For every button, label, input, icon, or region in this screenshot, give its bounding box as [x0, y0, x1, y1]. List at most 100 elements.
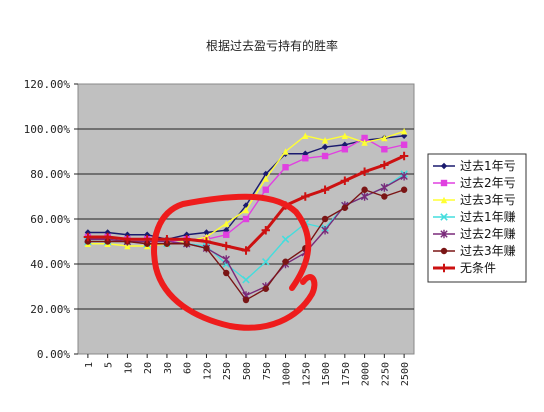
y-tick-label: 100.00%: [24, 123, 71, 136]
data-point: [262, 186, 269, 193]
data-point: [202, 237, 211, 246]
data-point: [399, 151, 409, 161]
legend-label: 过去1年赚: [460, 209, 516, 224]
data-point: [104, 238, 111, 245]
data-point: [440, 247, 448, 255]
legend-label: 过去2年亏: [460, 176, 516, 190]
data-point: [262, 175, 269, 182]
gridlines: [78, 128, 414, 310]
x-tick-label: 10: [123, 362, 134, 374]
data-point: [261, 257, 270, 266]
data-point: [182, 235, 191, 244]
data-point: [361, 186, 368, 193]
legend-item: 过去2年赚: [433, 226, 516, 241]
x-tick-label: 20: [143, 362, 154, 374]
data-point: [83, 232, 93, 242]
data-point: [203, 229, 210, 236]
legend-item: 无条件: [433, 261, 496, 275]
data-point: [381, 193, 388, 200]
data-point: [242, 206, 250, 214]
data-point: [84, 229, 92, 236]
x-tick-label: 5: [104, 362, 115, 368]
series-过去3年赚: [84, 186, 408, 304]
data-point: [142, 235, 152, 244]
data-point: [341, 204, 349, 211]
y-axis-ticks: 0.00% 20.00% 40.00% 60.00% 80.00% 100.00% 120.…: [24, 78, 78, 361]
data-point: [84, 238, 92, 245]
data-point: [400, 186, 408, 193]
data-point: [400, 128, 408, 135]
y-tick-label: 120.00%: [24, 78, 71, 91]
legend-item: 过去3年赚: [433, 243, 516, 258]
data-point: [143, 240, 151, 247]
legend-label: 过去3年赚: [460, 243, 516, 258]
data-point: [262, 285, 269, 292]
x-tick-label: 750: [262, 362, 273, 380]
data-point: [302, 132, 309, 139]
data-point: [183, 240, 190, 247]
x-axis-ticks: 1 5 10 20 30 60 120 250 500 750 1000 1250 1500 1750 20…: [84, 354, 411, 386]
data-point: [381, 146, 388, 153]
x-tick-label: 30: [163, 362, 174, 374]
data-point: [223, 220, 230, 227]
x-tick-label: 1250: [301, 362, 312, 386]
x-tick-label: 1750: [341, 362, 352, 386]
x-tick-label: 250: [222, 362, 233, 380]
data-point: [124, 231, 131, 238]
legend-label: 过去3年亏: [460, 193, 516, 207]
x-tick-label: 120: [202, 362, 213, 380]
legend-label: 过去1年亏: [460, 159, 516, 173]
data-point: [222, 255, 230, 264]
chart-title: 根据过去盈亏持有的胜率: [206, 38, 338, 53]
data-point: [440, 162, 448, 170]
x-tick-label: 500: [242, 362, 253, 380]
data-point: [223, 231, 230, 238]
x-tick-label: 2000: [361, 362, 372, 386]
data-point: [242, 275, 250, 284]
data-point: [440, 229, 448, 239]
data-point: [301, 192, 310, 201]
data-point: [223, 227, 230, 234]
legend-item: 过去3年亏: [433, 193, 516, 207]
y-tick-label: 40.00%: [30, 258, 70, 271]
data-point: [440, 179, 448, 187]
data-point: [302, 155, 309, 162]
data-point: [203, 233, 210, 241]
data-point: [439, 263, 449, 273]
data-point: [360, 167, 369, 176]
data-point: [340, 176, 350, 185]
y-tick-label: 60.00%: [30, 213, 70, 226]
data-point: [440, 196, 448, 204]
x-tick-label: 1000: [282, 362, 293, 386]
legend-label: 过去2年赚: [460, 226, 516, 241]
series-lines: [83, 128, 409, 304]
data-point: [360, 192, 369, 201]
data-point: [321, 215, 329, 223]
data-point: [400, 132, 408, 139]
data-point: [162, 235, 172, 244]
data-point: [242, 215, 250, 223]
data-point: [321, 137, 329, 144]
data-point: [380, 183, 389, 192]
x-tick-label: 2250: [380, 362, 391, 386]
data-point: [241, 246, 251, 255]
data-point: [222, 241, 231, 251]
data-point: [321, 143, 329, 151]
legend-item: 过去1年亏: [433, 159, 516, 173]
annotation-circle: [151, 193, 318, 331]
data-point: [103, 232, 112, 242]
x-tick-label: 1: [84, 362, 95, 368]
y-tick-label: 80.00%: [30, 168, 70, 181]
data-point: [261, 226, 270, 235]
legend-label: 无条件: [460, 261, 496, 275]
data-point: [380, 160, 389, 170]
data-point: [282, 258, 289, 265]
x-tick-label: 60: [183, 362, 194, 374]
data-point: [104, 229, 111, 236]
data-point: [281, 235, 290, 244]
data-point: [223, 269, 230, 277]
data-point: [361, 139, 368, 146]
legend-item: 过去1年赚: [433, 209, 516, 224]
data-point: [321, 226, 329, 235]
